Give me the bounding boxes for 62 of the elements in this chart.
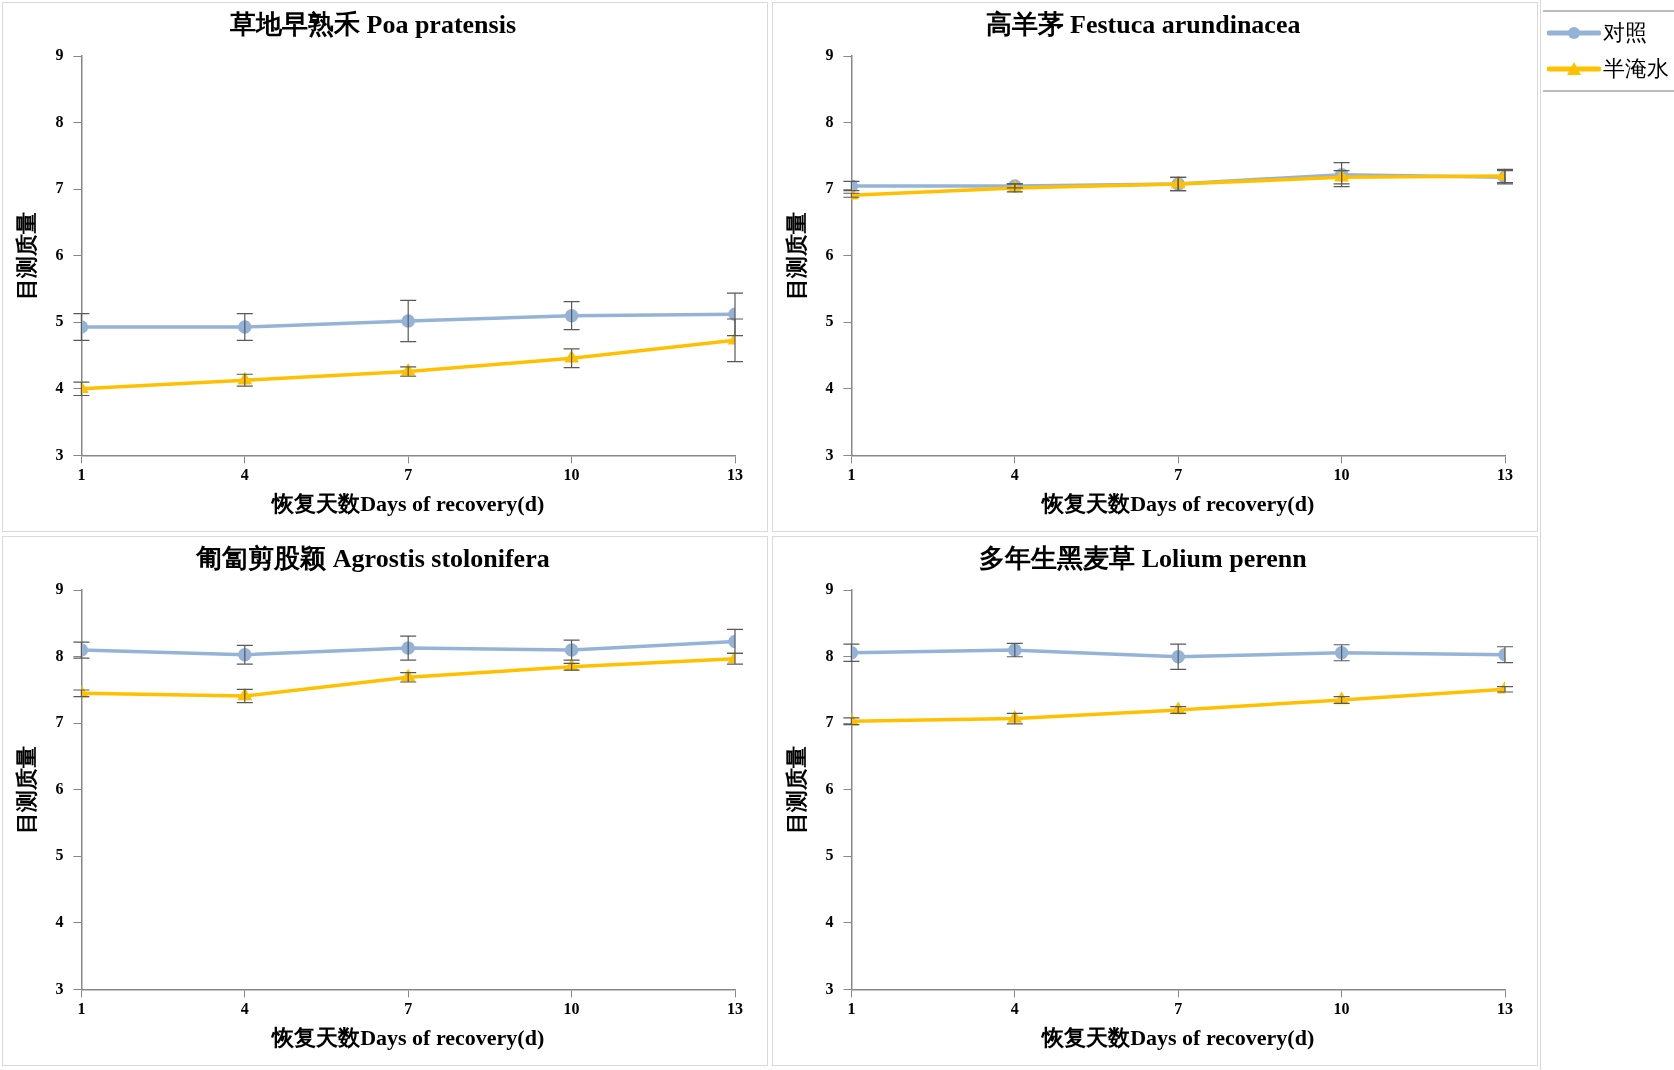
y-tick-label: 3 (55, 445, 64, 463)
y-tick-label: 4 (55, 913, 64, 931)
y-tick-label: 4 (55, 379, 64, 397)
x-tick-label: 1 (847, 1000, 856, 1018)
y-axis-title: 目测质量 (13, 745, 39, 834)
y-tick-label: 5 (55, 846, 64, 864)
y-tick-label: 3 (825, 445, 834, 463)
y-tick-label: 5 (55, 312, 64, 330)
x-tick-label: 7 (404, 466, 413, 484)
chart-title: 多年生黑麦草 Lolium perenn (979, 544, 1308, 574)
y-tick-label: 8 (55, 646, 64, 664)
x-axis-title: 恢复天数Days of recovery(d) (1040, 1025, 1315, 1051)
y-tick-label: 8 (825, 646, 834, 664)
x-tick-label: 13 (1497, 1000, 1513, 1018)
chart-title: 草地早熟禾 Poa pratensis (229, 10, 516, 40)
y-tick-label: 6 (825, 779, 834, 797)
y-tick-label: 9 (825, 46, 834, 64)
y-tick-label: 6 (825, 245, 834, 263)
y-tick-label: 7 (825, 179, 834, 197)
legend-label: 半淹水 (1603, 55, 1669, 83)
legend-label: 对照 (1603, 19, 1647, 47)
x-tick-label: 10 (1333, 1000, 1350, 1018)
y-tick-label: 9 (825, 580, 834, 598)
x-tick-label: 7 (404, 1000, 413, 1018)
x-tick-label: 10 (563, 466, 580, 484)
y-tick-label: 8 (825, 112, 834, 130)
y-tick-label: 6 (55, 779, 64, 797)
y-tick-label: 4 (825, 913, 834, 931)
y-tick-label: 3 (55, 979, 64, 997)
x-axis-title: 恢复天数Days of recovery(d) (270, 1025, 545, 1051)
y-tick-label: 3 (825, 979, 834, 997)
x-tick-label: 4 (240, 466, 249, 484)
y-tick-label: 5 (825, 846, 834, 864)
x-tick-label: 7 (1174, 1000, 1183, 1018)
chart-title: 高羊茅 Festuca arundinacea (985, 10, 1301, 40)
x-tick-label: 1 (77, 466, 86, 484)
x-tick-label: 1 (77, 1000, 86, 1018)
x-tick-label: 1 (847, 466, 856, 484)
x-tick-label: 7 (1174, 466, 1183, 484)
y-axis-title: 目测质量 (783, 211, 809, 300)
x-tick-label: 4 (240, 1000, 249, 1018)
y-tick-label: 5 (825, 312, 834, 330)
y-tick-label: 6 (55, 245, 64, 263)
x-axis-title: 恢复天数Days of recovery(d) (1040, 491, 1315, 517)
y-tick-label: 7 (55, 713, 64, 731)
x-tick-label: 13 (727, 1000, 743, 1018)
x-tick-label: 13 (1497, 466, 1513, 484)
y-axis-title: 目测质量 (783, 745, 809, 834)
y-tick-label: 7 (825, 713, 834, 731)
x-axis-title: 恢复天数Days of recovery(d) (270, 491, 545, 517)
x-tick-label: 10 (1333, 466, 1350, 484)
x-tick-label: 4 (1010, 1000, 1019, 1018)
y-tick-label: 8 (55, 112, 64, 130)
y-tick-label: 9 (55, 580, 64, 598)
y-tick-label: 7 (55, 179, 64, 197)
y-tick-label: 9 (55, 46, 64, 64)
x-tick-label: 13 (727, 466, 743, 484)
x-tick-label: 10 (563, 1000, 580, 1018)
x-tick-label: 4 (1010, 466, 1019, 484)
chart-title: 匍匐剪股颖 Agrostis stolonifera (195, 544, 550, 574)
y-tick-label: 4 (825, 379, 834, 397)
y-axis-title: 目测质量 (13, 211, 39, 300)
